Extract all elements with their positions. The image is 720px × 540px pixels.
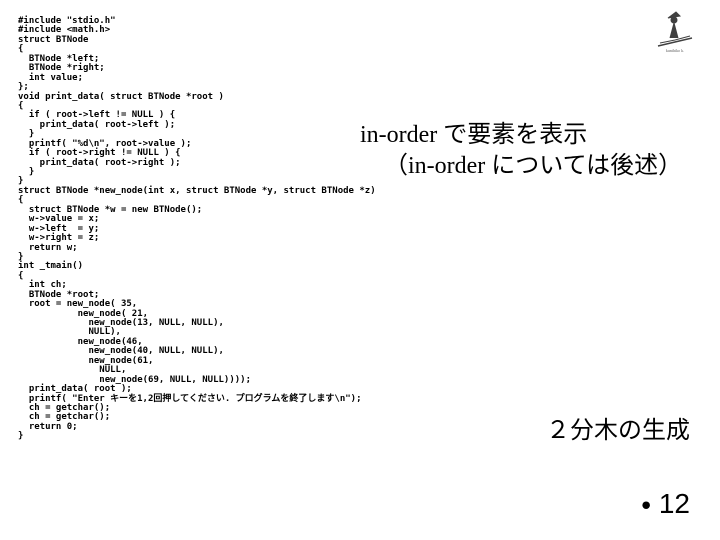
annotation-tree-generation: ２分木の生成 xyxy=(546,410,690,445)
source-code: #include "stdio.h" #include <math.h> str… xyxy=(18,17,376,442)
svg-text:kunihiko k.: kunihiko k. xyxy=(666,48,684,53)
annotation-inorder-line2: （in-order については後述） xyxy=(360,151,682,182)
page-number-value: 12 xyxy=(659,488,690,519)
annotation-inorder: in-order で要素を表示 （in-order については後述） xyxy=(360,120,682,182)
witch-logo: kunihiko k. xyxy=(650,8,700,53)
annotation-inorder-line1: in-order で要素を表示 xyxy=(360,120,682,151)
page-number: • 12 xyxy=(641,488,690,522)
bullet-icon: • xyxy=(641,490,651,521)
